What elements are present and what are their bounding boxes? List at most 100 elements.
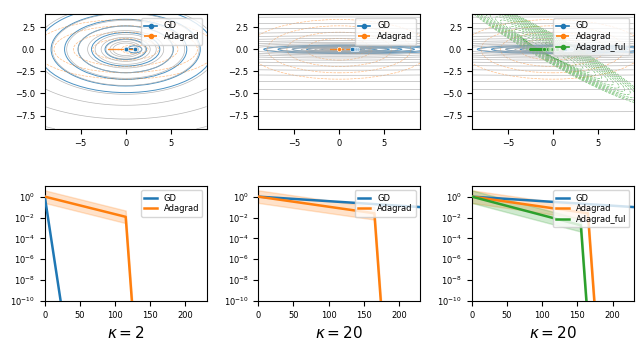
Point bbox=[120, 47, 131, 52]
Point bbox=[564, 47, 574, 52]
Point bbox=[548, 47, 558, 52]
Adagrad bbox=[404, 320, 412, 324]
Adagrad_ful bbox=[497, 202, 505, 206]
Point bbox=[548, 47, 558, 52]
Adagrad bbox=[596, 320, 604, 324]
Point bbox=[120, 47, 131, 52]
GD bbox=[468, 195, 476, 199]
Point bbox=[539, 47, 549, 52]
Point bbox=[334, 47, 344, 52]
Legend: GD, Adagrad, Adagrad_ful: GD, Adagrad, Adagrad_ful bbox=[553, 190, 629, 228]
GD bbox=[172, 320, 180, 324]
Adagrad bbox=[202, 320, 209, 324]
Point bbox=[120, 47, 131, 52]
Adagrad bbox=[628, 320, 636, 324]
GD bbox=[255, 195, 262, 199]
Point bbox=[334, 47, 344, 52]
Point bbox=[334, 47, 344, 52]
X-axis label: $\kappa = 20$: $\kappa = 20$ bbox=[529, 325, 577, 341]
Point bbox=[120, 47, 131, 52]
Adagrad_ful bbox=[523, 209, 531, 213]
Adagrad_ful bbox=[618, 320, 625, 324]
Line: Adagrad_ful: Adagrad_ful bbox=[472, 197, 633, 322]
Point bbox=[120, 47, 131, 52]
Point bbox=[561, 47, 571, 52]
Line: GD: GD bbox=[259, 197, 419, 207]
Point bbox=[560, 47, 570, 52]
Adagrad bbox=[523, 202, 531, 206]
GD bbox=[284, 196, 292, 201]
GD bbox=[385, 203, 393, 207]
GD bbox=[61, 320, 68, 324]
Adagrad bbox=[309, 202, 317, 206]
Point bbox=[563, 47, 573, 52]
Point bbox=[120, 47, 131, 52]
GD bbox=[404, 204, 412, 208]
Point bbox=[120, 47, 131, 52]
Point bbox=[548, 47, 558, 52]
GD bbox=[595, 203, 603, 207]
Adagrad bbox=[415, 320, 423, 324]
Adagrad bbox=[618, 320, 625, 324]
Point bbox=[564, 47, 575, 52]
Point bbox=[334, 47, 344, 52]
Point bbox=[548, 47, 558, 52]
Point bbox=[351, 47, 362, 52]
GD bbox=[628, 205, 636, 209]
Point bbox=[348, 47, 358, 52]
Point bbox=[542, 47, 552, 52]
GD bbox=[97, 320, 104, 324]
Legend: GD, Adagrad: GD, Adagrad bbox=[355, 18, 416, 44]
Point bbox=[352, 47, 362, 52]
Point bbox=[120, 47, 131, 52]
Point bbox=[548, 47, 558, 52]
GD bbox=[617, 204, 625, 208]
Adagrad bbox=[202, 320, 210, 324]
Point bbox=[120, 47, 131, 52]
Point bbox=[129, 47, 140, 52]
Adagrad_ful bbox=[468, 195, 476, 199]
Point bbox=[348, 47, 358, 52]
Point bbox=[120, 47, 131, 52]
Line: GD: GD bbox=[472, 197, 633, 207]
Adagrad_ful bbox=[600, 320, 607, 324]
Line: Adagrad: Adagrad bbox=[472, 197, 633, 322]
X-axis label: $\kappa = 20$: $\kappa = 20$ bbox=[315, 325, 364, 341]
Point bbox=[120, 47, 131, 52]
Legend: GD, Adagrad: GD, Adagrad bbox=[141, 190, 202, 217]
Point bbox=[547, 47, 557, 52]
GD bbox=[599, 203, 607, 207]
Adagrad bbox=[172, 320, 180, 324]
GD bbox=[169, 320, 177, 324]
GD bbox=[497, 196, 505, 201]
GD bbox=[309, 198, 317, 202]
Adagrad_ful bbox=[628, 320, 636, 324]
GD bbox=[523, 198, 531, 202]
Legend: GD, Adagrad: GD, Adagrad bbox=[141, 18, 202, 44]
Point bbox=[548, 47, 558, 52]
Adagrad bbox=[383, 320, 390, 324]
Point bbox=[121, 47, 131, 52]
Point bbox=[548, 47, 558, 52]
Adagrad bbox=[284, 199, 292, 203]
Point bbox=[548, 47, 558, 52]
Adagrad bbox=[600, 320, 607, 324]
Point bbox=[563, 47, 573, 52]
Adagrad bbox=[629, 320, 637, 324]
GD bbox=[202, 320, 209, 324]
GD bbox=[71, 320, 79, 324]
Point bbox=[548, 47, 558, 52]
Adagrad bbox=[191, 320, 198, 324]
Legend: GD, Adagrad: GD, Adagrad bbox=[355, 190, 416, 217]
Point bbox=[334, 47, 344, 52]
X-axis label: $\kappa = 2$: $\kappa = 2$ bbox=[107, 325, 145, 341]
Point bbox=[547, 47, 557, 52]
Adagrad bbox=[468, 195, 476, 199]
Point bbox=[120, 47, 131, 52]
Point bbox=[120, 47, 131, 52]
Point bbox=[120, 47, 131, 52]
Point bbox=[334, 47, 344, 52]
Point bbox=[552, 47, 563, 52]
GD bbox=[414, 205, 422, 209]
Point bbox=[352, 47, 362, 52]
